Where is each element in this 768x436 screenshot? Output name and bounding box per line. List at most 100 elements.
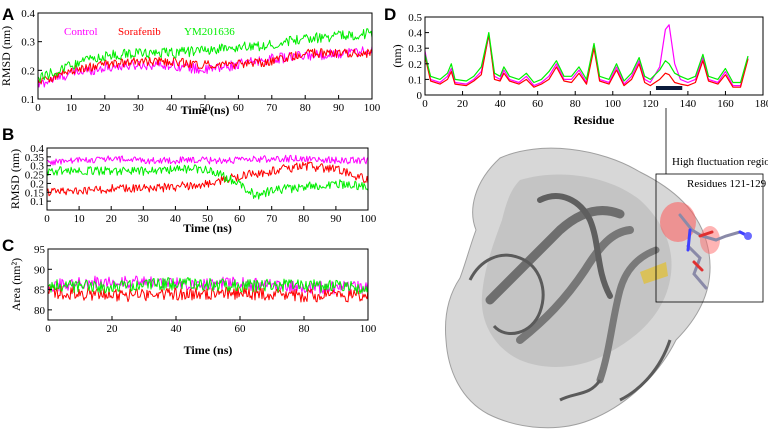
legend-ym201636: YM201636 [184, 26, 235, 38]
x-tick-label: 80 [299, 323, 311, 335]
chart-d: 02040608010012014016018000.10.20.30.40.5… [390, 12, 768, 127]
yellow-sulfur-patch [640, 262, 668, 284]
y-axis-title: RMSD (nm) [0, 26, 13, 86]
y-tick-label: 0.2 [21, 65, 35, 77]
x-tick-label: 100 [360, 213, 377, 225]
y-axis-title: RMSD (nm) [8, 149, 22, 209]
series-sorafenib [38, 48, 372, 85]
x-tick-label: 160 [717, 98, 734, 110]
x-tick-label: 80 [570, 98, 582, 110]
x-axis-title: Time (ns) [184, 343, 233, 357]
x-tick-label: 100 [360, 323, 377, 335]
x-tick-label: 80 [300, 102, 312, 114]
series-control [38, 46, 372, 88]
nitrogen-atom [744, 232, 752, 240]
x-tick-label: 0 [45, 323, 51, 335]
series-ym201636 [47, 164, 368, 200]
protein-ribbon-1 [485, 206, 625, 305]
y-tick-label: 0.2 [30, 178, 44, 190]
region-annotation: High fluctuation region Residues 121-129 [655, 108, 768, 303]
series-ym201636 [425, 32, 749, 84]
x-tick-label: 10 [74, 213, 86, 225]
annotation-box [655, 173, 764, 303]
chart-c: 0 20 40 60 80 100 80 85 90 95 Time (ns) Area (nm²) [9, 244, 377, 357]
x-tick-label: 90 [333, 102, 345, 114]
series-ym201636 [48, 277, 368, 295]
y-tick-label: 0.3 [30, 161, 44, 173]
x-axis-title: Time (ns) [181, 103, 230, 117]
y-tick-label: 0.25 [25, 170, 45, 182]
series-group [47, 154, 368, 200]
x-axis-title: Residue [574, 113, 615, 127]
x-tick-label: 70 [266, 213, 278, 225]
panel-letter-b: B [2, 125, 14, 144]
y-axis-title: Area (nm²) [9, 258, 23, 311]
x-tick-label: 0 [35, 102, 41, 114]
protein-ribbon-2 [516, 226, 634, 344]
x-tick-label: 50 [200, 102, 212, 114]
x-tick-label: 100 [364, 102, 381, 114]
high-fluctuation-marker [655, 86, 683, 90]
x-tick-label: 90 [330, 213, 342, 225]
plot-frame [424, 16, 764, 96]
y-tick-label: 0.3 [21, 37, 35, 49]
series-group [425, 24, 749, 88]
red-oxygen-patch [660, 202, 696, 242]
x-tick-label: 60 [235, 323, 247, 335]
y-tick-label: 0.35 [25, 152, 45, 164]
chart-a: 0 10 20 30 40 50 60 70 80 90 100 0.1 0.2 0.3 0.4 Time (… [0, 8, 381, 117]
residues-label: Residues 121-129 [687, 178, 767, 190]
y-tick-label: 80 [34, 305, 46, 317]
panel-c: C [2, 236, 14, 255]
x-tick-label: 0 [422, 98, 428, 110]
x-tick-label: 180 [755, 98, 768, 110]
y-tick-label: 0.15 [25, 187, 45, 199]
x-tick-label: 60 [233, 102, 245, 114]
x-tick-label: 50 [202, 213, 214, 225]
y-tick-label: 0.4 [30, 143, 44, 155]
x-tick-label: 10 [66, 102, 78, 114]
series-group [48, 275, 368, 303]
protein-surface-inner [481, 174, 672, 367]
protein-loop-2 [559, 339, 672, 402]
x-tick-label: 120 [642, 98, 659, 110]
y-tick-label: 0.2 [408, 59, 422, 71]
x-axis-title: Time (ns) [183, 221, 232, 235]
panel-letter-d: D [384, 5, 396, 24]
plot-frame [46, 147, 369, 211]
protein-loop [468, 253, 545, 335]
x-tick-label: 60 [234, 213, 246, 225]
x-tick-label: 100 [605, 98, 622, 110]
protein-ribbon-3 [596, 246, 660, 384]
y-tick-label: 95 [34, 244, 46, 256]
series-sorafenib [48, 284, 368, 303]
x-tick-label: 20 [107, 323, 119, 335]
x-tick-label: 40 [166, 102, 178, 114]
y-tick-label: 0.5 [408, 12, 422, 24]
y-axis-title: (nm) [390, 44, 404, 67]
x-tick-label: 20 [99, 102, 111, 114]
chart-b: 0 10 20 30 40 50 60 70 80 90 1000.10.150.20.250.30… [8, 143, 377, 235]
series-ym201636 [38, 28, 372, 83]
x-tick-label: 40 [171, 323, 183, 335]
panel-letter-c: C [2, 236, 14, 255]
y-tick-label: 0.4 [408, 28, 422, 40]
series-sorafenib [47, 161, 368, 197]
x-tick-label: 40 [170, 213, 182, 225]
x-tick-label: 80 [298, 213, 310, 225]
x-tick-label: 40 [495, 98, 507, 110]
series-sorafenib [425, 33, 749, 88]
legend-sorafenib: Sorafenib [118, 26, 161, 38]
y-tick-label: 85 [34, 285, 46, 297]
x-tick-label: 20 [457, 98, 469, 110]
x-tick-label: 60 [532, 98, 544, 110]
legend-control: Control [64, 26, 98, 38]
panel-a: A [2, 5, 14, 24]
y-tick-label: 0 [417, 90, 423, 102]
x-tick-label: 30 [138, 213, 150, 225]
series-control [47, 154, 368, 166]
panel-b: B [2, 125, 14, 144]
region-title: High fluctuation region [672, 156, 768, 168]
